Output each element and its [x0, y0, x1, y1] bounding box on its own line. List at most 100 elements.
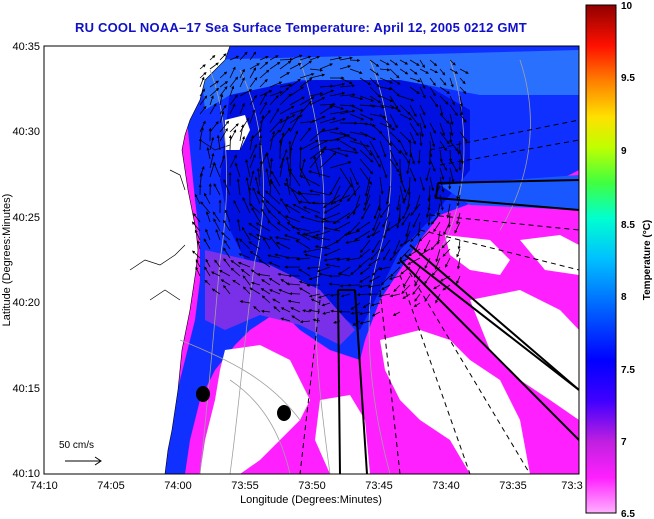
current-vector — [323, 239, 341, 249]
current-vector — [390, 266, 401, 277]
current-vector — [339, 77, 353, 84]
current-vector — [409, 86, 420, 94]
current-vector — [379, 122, 396, 131]
current-vector — [399, 149, 410, 164]
current-vector — [363, 194, 371, 212]
current-vector — [359, 113, 374, 121]
current-vector — [429, 59, 438, 67]
current-vector — [369, 77, 380, 88]
current-vector — [429, 176, 435, 192]
current-vector — [283, 234, 301, 241]
station-marker-1[interactable] — [196, 386, 210, 402]
current-vector — [209, 62, 219, 70]
current-vector — [306, 266, 321, 270]
current-vector — [299, 287, 311, 295]
current-vector — [449, 131, 453, 144]
current-vector — [229, 85, 235, 97]
current-vector — [209, 80, 220, 88]
current-vector — [269, 236, 281, 250]
current-vector — [291, 225, 311, 232]
current-vector — [379, 113, 392, 128]
current-vector — [378, 266, 391, 271]
current-vector — [239, 102, 245, 115]
current-vector — [369, 68, 380, 76]
current-vector — [259, 101, 267, 115]
current-vector — [279, 72, 290, 79]
current-vector — [249, 67, 256, 79]
current-vector — [436, 203, 441, 216]
current-vector — [359, 149, 374, 163]
current-vector — [339, 149, 359, 155]
current-vector — [329, 134, 351, 142]
current-vector — [267, 254, 281, 259]
current-vector — [439, 167, 445, 181]
current-vector — [445, 257, 451, 268]
current-vector — [249, 63, 260, 70]
current-vector — [249, 94, 257, 106]
current-vector — [449, 167, 455, 183]
current-vector — [211, 288, 221, 295]
current-vector — [224, 209, 231, 223]
y-tick: 40:10 — [12, 468, 40, 480]
x-tick: 73:50 — [298, 480, 326, 492]
current-vector — [409, 68, 418, 75]
current-vector — [424, 275, 431, 285]
current-vector — [206, 147, 211, 160]
current-vector — [399, 176, 407, 193]
current-vector — [267, 210, 281, 223]
current-vector — [252, 187, 261, 205]
current-vector — [249, 143, 257, 160]
current-vector — [299, 139, 319, 151]
current-vector — [260, 288, 271, 295]
current-vector — [296, 257, 311, 261]
current-vector — [345, 257, 361, 262]
x-tick: 74:10 — [30, 480, 58, 492]
current-vector — [457, 239, 461, 250]
current-vector — [239, 117, 249, 133]
current-vector — [339, 84, 355, 88]
current-vector — [425, 203, 431, 218]
current-vector — [459, 86, 467, 95]
current-vector — [399, 95, 415, 102]
current-vector — [249, 77, 258, 88]
current-vector — [319, 102, 336, 106]
current-vector — [268, 261, 281, 268]
current-vector — [309, 92, 324, 97]
current-vector — [414, 293, 421, 302]
current-vector — [209, 87, 220, 97]
station-marker-2[interactable] — [277, 405, 291, 421]
current-vector — [352, 194, 361, 216]
land-patch-2 — [380, 330, 530, 474]
current-vector — [239, 77, 245, 88]
current-vector — [419, 131, 423, 147]
current-vector — [289, 96, 306, 106]
current-vector — [381, 239, 391, 253]
current-vector — [273, 306, 281, 313]
current-vector — [199, 76, 205, 88]
cb-tick: 9 — [621, 146, 627, 157]
current-vector — [406, 158, 411, 175]
current-vector — [269, 289, 281, 295]
current-vector — [368, 275, 381, 283]
inset-line-2: April 12, 2005 02:00 GMT — [63, 72, 178, 83]
current-vector — [389, 59, 399, 66]
current-vector — [329, 149, 349, 157]
current-vector — [298, 191, 321, 196]
current-vector — [419, 77, 426, 90]
current-vector — [199, 64, 206, 70]
current-vector — [419, 176, 425, 192]
current-vector — [442, 248, 451, 257]
land-patch-6 — [315, 395, 370, 474]
current-vector — [209, 136, 215, 151]
current-vector — [439, 86, 450, 94]
current-vector — [219, 71, 228, 79]
current-vector — [299, 55, 312, 61]
current-vector — [259, 92, 267, 106]
current-vector — [378, 293, 391, 298]
current-vector — [213, 183, 221, 196]
current-vector — [279, 157, 285, 178]
y-tick: 40:30 — [12, 126, 40, 138]
current-vector — [439, 122, 446, 137]
current-vector — [329, 176, 341, 196]
current-vector — [359, 320, 371, 325]
